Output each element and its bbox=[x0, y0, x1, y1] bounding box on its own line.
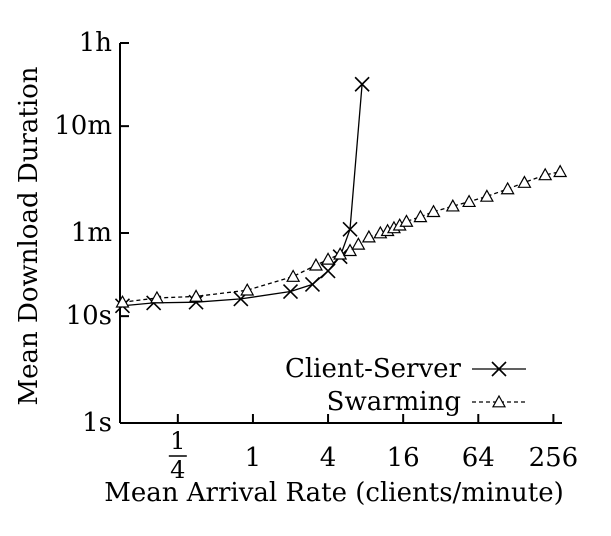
point-swarming-22 bbox=[517, 175, 532, 188]
point-swarming-24 bbox=[553, 164, 568, 178]
point-swarming-23 bbox=[538, 167, 553, 181]
x-tick-label-2: 4 bbox=[320, 443, 337, 473]
point-swarming-8 bbox=[343, 243, 358, 257]
x-tick-label-4: 64 bbox=[462, 443, 495, 473]
point-swarming-15 bbox=[399, 214, 414, 227]
point-swarming-4 bbox=[286, 269, 301, 282]
series-line-client-server bbox=[122, 84, 363, 307]
legend-label-client-server: Client-Server bbox=[285, 354, 462, 384]
x-tick-label-3: 16 bbox=[387, 443, 420, 473]
y-tick-label-1: 10s bbox=[66, 301, 112, 331]
y-tick-label-4: 1h bbox=[79, 28, 113, 58]
point-swarming-2 bbox=[189, 289, 204, 302]
point-swarming-20 bbox=[479, 189, 494, 202]
point-client-server-4 bbox=[282, 283, 299, 300]
point-swarming-7 bbox=[333, 246, 348, 260]
legend-marker-client-server bbox=[491, 361, 507, 377]
series-layer bbox=[114, 76, 568, 314]
point-client-server-9 bbox=[354, 76, 370, 92]
legend-marker-swarming bbox=[491, 394, 507, 408]
y-axis-label: Mean Download Duration bbox=[14, 66, 44, 405]
point-swarming-19 bbox=[462, 194, 477, 208]
x-tick-label-num-0: 1 bbox=[170, 427, 185, 455]
point-swarming-9 bbox=[351, 237, 366, 250]
point-swarming-5 bbox=[308, 257, 323, 271]
point-swarming-10 bbox=[361, 229, 376, 243]
y-tick-label-0: 1s bbox=[82, 408, 112, 438]
point-swarming-17 bbox=[426, 204, 441, 218]
x-axis-label: Mean Arrival Rate (clients/minute) bbox=[104, 478, 563, 508]
point-swarming-1 bbox=[149, 290, 164, 304]
point-client-server-6 bbox=[320, 263, 336, 279]
point-client-server-5 bbox=[304, 276, 321, 293]
point-client-server-8 bbox=[342, 221, 358, 237]
x-tick-label-den-0: 4 bbox=[170, 456, 185, 484]
point-swarming-6 bbox=[321, 252, 336, 265]
series-client-server bbox=[114, 76, 370, 314]
y-tick-label-3: 10m bbox=[54, 111, 112, 141]
y-tick-label-2: 1m bbox=[71, 218, 112, 248]
x-tick-label-5: 256 bbox=[529, 443, 579, 473]
series-swarming bbox=[115, 164, 568, 308]
point-swarming-16 bbox=[413, 209, 428, 223]
point-swarming-3 bbox=[240, 282, 255, 296]
legend-label-swarming: Swarming bbox=[327, 387, 461, 417]
point-swarming-21 bbox=[500, 181, 515, 195]
point-client-server-2 bbox=[188, 294, 204, 310]
x-tick-label-1: 1 bbox=[245, 443, 262, 473]
point-swarming-18 bbox=[445, 198, 460, 212]
point-swarming-0 bbox=[115, 294, 130, 308]
series-line-swarming bbox=[122, 171, 561, 303]
